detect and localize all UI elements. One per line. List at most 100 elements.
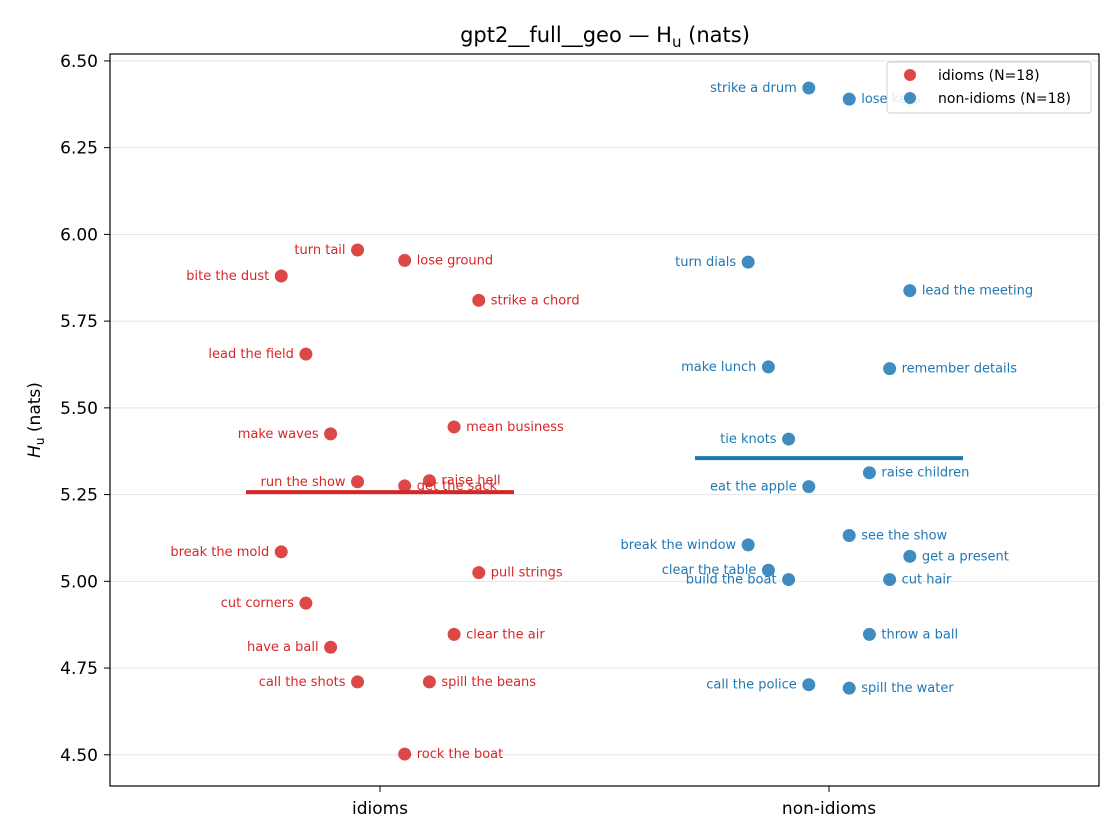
y-axis-label: Hu (nats) — [25, 382, 47, 458]
data-point-label: lead the field — [208, 347, 293, 362]
data-point — [422, 474, 436, 488]
data-point-label: strike a drum — [710, 81, 797, 96]
data-point — [299, 596, 313, 610]
data-point-label: have a ball — [247, 640, 319, 655]
data-point-label: make lunch — [681, 360, 756, 375]
data-point — [274, 269, 288, 283]
legend: idioms (N=18) non-idioms (N=18) — [886, 61, 1092, 114]
data-point — [883, 573, 897, 587]
data-point — [398, 747, 412, 761]
data-point-label: raise hell — [441, 474, 500, 489]
legend-label-idioms: idioms (N=18) — [938, 68, 1040, 84]
data-point — [802, 81, 816, 95]
data-point-label: make waves — [238, 427, 319, 442]
y-tick-label: 6.50 — [60, 52, 98, 72]
data-point-label: throw a ball — [881, 627, 958, 642]
y-tick-label: 5.00 — [60, 572, 98, 592]
data-point — [862, 627, 876, 641]
mean-lines — [246, 456, 963, 495]
data-point — [299, 347, 313, 361]
data-point — [398, 479, 412, 493]
data-point — [903, 284, 917, 298]
y-tick-label: 4.75 — [60, 659, 98, 679]
data-point — [802, 480, 816, 494]
data-point-label: build the boat — [686, 573, 777, 588]
x-tick-label: non-idioms — [782, 799, 876, 819]
data-point-label: bite the dust — [186, 269, 269, 284]
grid-lines — [110, 60, 1099, 756]
data-point — [351, 675, 365, 689]
data-point-label: call the shots — [259, 675, 346, 690]
data-point-label: rock the boat — [417, 747, 504, 762]
data-point — [324, 640, 338, 654]
data-point-label: clear the air — [466, 627, 545, 642]
data-point — [802, 678, 816, 692]
point-labels: turn tail lose ground bite the dust strike … — [170, 81, 1033, 762]
data-point — [842, 529, 856, 543]
data-point-label: lose ground — [417, 253, 493, 268]
data-point — [351, 243, 365, 257]
y-tick-label: 4.50 — [60, 746, 98, 766]
data-points — [274, 81, 917, 761]
data-point-label: call the police — [706, 678, 797, 693]
y-axis-label-subscript: u — [33, 437, 47, 445]
data-point — [782, 573, 796, 587]
data-point-label: spill the water — [861, 681, 954, 696]
data-point — [842, 681, 856, 695]
data-point-label: see the show — [861, 529, 947, 544]
data-point-label: break the window — [620, 538, 736, 553]
chart-title-subscript: u — [672, 33, 682, 51]
data-point — [472, 566, 486, 580]
data-point — [741, 255, 755, 269]
data-point-label: tie knots — [720, 432, 777, 447]
data-point-label: raise children — [881, 466, 969, 481]
data-point-label: strike a chord — [491, 293, 580, 308]
data-point-label: pull strings — [491, 566, 563, 581]
data-point-label: remember details — [902, 362, 1018, 377]
data-point — [398, 253, 412, 267]
data-point — [447, 627, 461, 641]
data-point-label: clear the table — [662, 563, 757, 578]
data-point-label: turn dials — [675, 255, 736, 270]
data-point — [782, 432, 796, 446]
legend-marker-non-idioms — [904, 92, 916, 104]
y-tick-label: 5.25 — [60, 486, 98, 506]
data-point — [883, 362, 897, 376]
y-tick-label: 6.25 — [60, 139, 98, 159]
data-point — [862, 466, 876, 480]
data-point — [324, 427, 338, 441]
data-point-label: get a present — [922, 549, 1009, 564]
y-tick-label: 5.75 — [60, 312, 98, 332]
data-point — [351, 475, 365, 489]
data-point-label: eat the apple — [710, 480, 797, 495]
data-point — [274, 545, 288, 559]
data-point — [761, 360, 775, 374]
data-point — [447, 420, 461, 434]
y-axis-ticks: 4.50 4.75 5.00 5.25 5.50 5.75 6.00 6.25 6.50 — [60, 52, 110, 766]
data-point — [472, 293, 486, 307]
y-tick-label: 6.00 — [60, 225, 98, 245]
legend-box — [886, 61, 1092, 114]
x-tick-label: idioms — [352, 799, 408, 819]
chart-title-suffix: (nats) — [681, 23, 749, 47]
y-axis-label-suffix: (nats) — [25, 382, 45, 437]
data-point — [741, 538, 755, 552]
plot-frame — [109, 53, 1100, 787]
legend-label-non-idioms: non-idioms (N=18) — [938, 91, 1071, 107]
data-point-label: run the show — [261, 475, 346, 490]
data-point-label: cut corners — [221, 596, 294, 611]
chart-title: gpt2__full__geo — Hu (nats) — [460, 23, 750, 51]
x-axis-ticks: idioms non-idioms — [352, 786, 876, 819]
data-point — [903, 549, 917, 563]
data-point-label: turn tail — [294, 243, 345, 258]
data-point — [422, 675, 436, 689]
data-point-label: mean business — [466, 420, 564, 435]
data-point-label: lead the meeting — [922, 284, 1033, 299]
data-point — [761, 563, 775, 577]
data-point — [842, 92, 856, 106]
data-point-label: get the sack — [417, 479, 498, 494]
data-point-label: spill the beans — [441, 675, 536, 690]
data-point-label: break the mold — [170, 545, 269, 560]
data-point-label: cut hair — [902, 573, 952, 588]
